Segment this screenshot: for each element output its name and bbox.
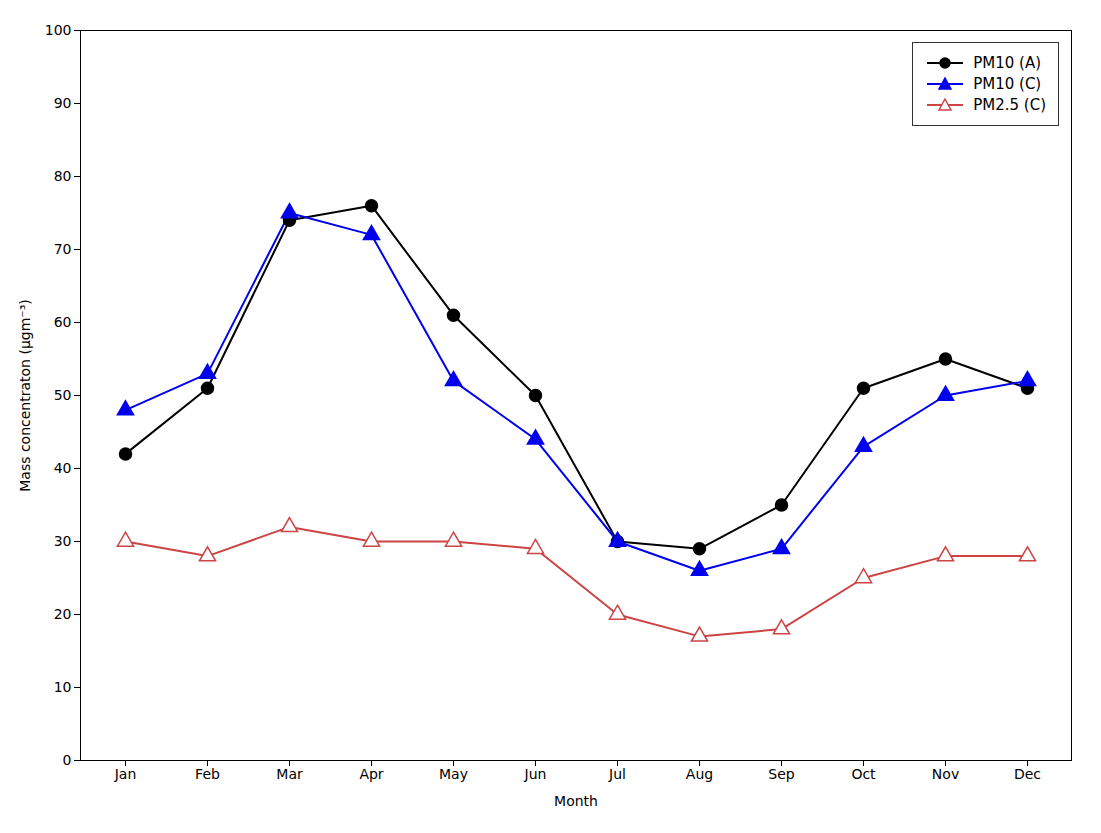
svg-text:Oct: Oct — [851, 766, 876, 782]
svg-text:Jul: Jul — [608, 766, 626, 782]
svg-text:20: 20 — [54, 606, 72, 622]
svg-text:40: 40 — [54, 460, 72, 476]
svg-text:Sep: Sep — [768, 766, 795, 782]
svg-text:0: 0 — [63, 752, 72, 768]
html-text:PM10 (C): PM10 (C) — [973, 75, 1042, 93]
html-text:PM2.5 (C): PM2.5 (C) — [973, 96, 1046, 114]
html-text:PM10 (A): PM10 (A) — [973, 54, 1041, 72]
svg-text:30: 30 — [54, 533, 72, 549]
svg-text:Mass concentraton (μgm⁻³): Mass concentraton (μgm⁻³) — [17, 299, 33, 492]
svg-text:Nov: Nov — [932, 766, 959, 782]
svg-text:10: 10 — [54, 679, 72, 695]
svg-text:Feb: Feb — [195, 766, 220, 782]
svg-text:Month: Month — [554, 793, 598, 809]
svg-text:100: 100 — [45, 22, 72, 38]
svg-text:May: May — [439, 766, 468, 782]
svg-text:Jan: Jan — [114, 766, 137, 782]
svg-text:Jun: Jun — [524, 766, 547, 782]
svg-text:90: 90 — [54, 95, 72, 111]
svg-text:Apr: Apr — [359, 766, 383, 782]
svg-text:Mar: Mar — [276, 766, 303, 782]
svg-text:80: 80 — [54, 168, 72, 184]
svg-text:60: 60 — [54, 314, 72, 330]
svg-text:Dec: Dec — [1014, 766, 1041, 782]
svg-text:70: 70 — [54, 241, 72, 257]
svg-text:Aug: Aug — [686, 766, 713, 782]
svg-text:50: 50 — [54, 387, 72, 403]
